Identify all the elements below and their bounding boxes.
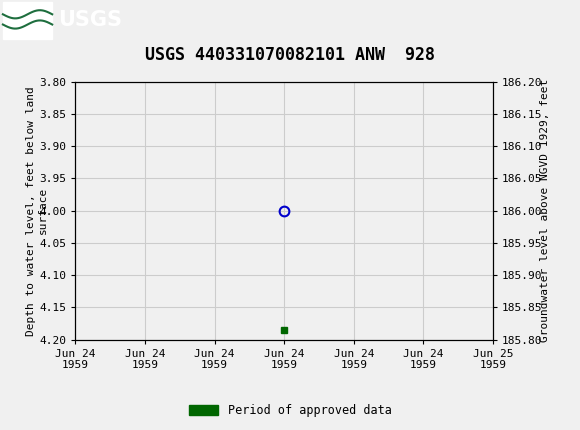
Y-axis label: Groundwater level above NGVD 1929, feet: Groundwater level above NGVD 1929, feet bbox=[541, 79, 550, 342]
Text: USGS: USGS bbox=[58, 10, 122, 31]
Legend: Period of approved data: Period of approved data bbox=[184, 399, 396, 422]
Y-axis label: Depth to water level, feet below land
surface: Depth to water level, feet below land su… bbox=[26, 86, 48, 335]
Text: USGS 440331070082101 ANW  928: USGS 440331070082101 ANW 928 bbox=[145, 46, 435, 64]
Bar bbox=[3, 2, 52, 39]
